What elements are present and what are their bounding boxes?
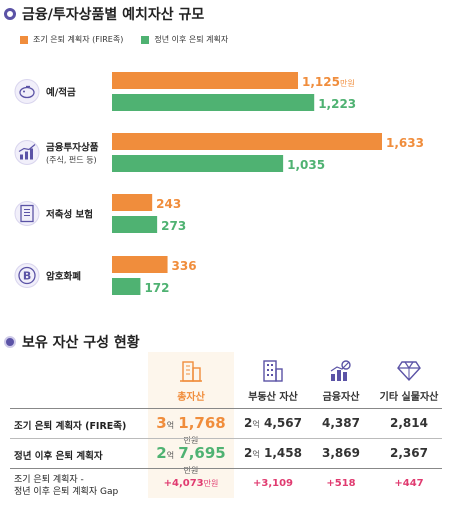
- realestate-eok: 2: [244, 416, 253, 430]
- total-unit: 만원: [183, 466, 199, 475]
- col-label-total: 총자산: [177, 392, 205, 403]
- total-rest: 1,768: [178, 414, 226, 432]
- diamond-icon: [397, 361, 421, 382]
- cell-total-fire: 3억 1,768 만원: [156, 414, 226, 446]
- section1-title: 금융/투자상품별 예치자산 규모: [22, 7, 205, 23]
- col-header-financial: 금융자산: [306, 358, 376, 403]
- bar-value-label: 1,035: [287, 158, 325, 172]
- cell-other-retire: 2,367: [390, 446, 428, 460]
- chart-legend: 조기 은퇴 계획자 (FIRE족) 정년 이후 은퇴 계획자: [20, 34, 228, 45]
- category-label: 금융투자상품: [46, 142, 99, 154]
- legend-label-retire: 정년 이후 은퇴 계획자: [154, 35, 229, 44]
- total-column-highlight: [148, 352, 234, 498]
- bar: [112, 216, 158, 233]
- total-eok: 3: [156, 414, 167, 432]
- gap-label-line2: 정년 이후 은퇴 계획자 Gap: [14, 487, 119, 497]
- section2-title: 보유 자산 구성 현황: [22, 335, 140, 351]
- cell-financial-retire: 3,869: [322, 446, 360, 460]
- money-chart-icon: [330, 360, 351, 381]
- col-header-realestate: 부동산 자산: [238, 358, 308, 403]
- table-row-retire: 정년 이후 은퇴 계획자 2억 7,695만원 2억 1,458 3,869 2…: [0, 442, 450, 475]
- bar-value-label: 1,223: [318, 97, 356, 111]
- gap-financial: +518: [326, 478, 356, 489]
- bar: [112, 94, 315, 111]
- section-title-deposits: 금융/투자상품별 예치자산 규모: [4, 4, 204, 24]
- piggy-bank-icon: [14, 79, 40, 104]
- gap-realestate: +3,109: [252, 478, 293, 489]
- apartment-icon: [263, 360, 283, 382]
- col-label-financial: 금융자산: [322, 392, 360, 403]
- bitcoin-icon: B: [14, 263, 40, 288]
- cell-realestate-retire: 2억 1,458: [238, 446, 308, 460]
- category-label: 암호화폐: [46, 271, 81, 283]
- insurance-document-icon: [14, 201, 40, 226]
- bar: [112, 256, 168, 273]
- cell-financial-fire: 4,387: [322, 416, 360, 430]
- col-header-other: 기타 실물자산: [374, 358, 444, 403]
- row-label-retire: 정년 이후 은퇴 계획자: [14, 451, 103, 462]
- col-header-total: 총자산: [156, 358, 226, 403]
- deposit-bar-chart: 예/적금 1,125만원 1,223 금융투자상품 (주식, 펀드 등) 1,633 1,0…: [14, 72, 424, 295]
- total-eok: 2: [156, 444, 167, 462]
- table-row-fire: 조기 은퇴 계획자 (FIRE족) 3억 1,768만원 2억 4,567 4,…: [0, 412, 450, 445]
- category-sublabel: (주식, 펀드 등): [46, 156, 97, 165]
- legend-swatch-green: [141, 35, 150, 44]
- table-header: 총자산 부동산 자산 금융자산: [0, 352, 450, 412]
- legend-item-retire: 정년 이후 은퇴 계획자: [141, 34, 228, 45]
- header-divider: [10, 408, 442, 409]
- row-label-fire: 조기 은퇴 계획자 (FIRE족): [14, 421, 127, 432]
- total-unit: 만원: [183, 436, 199, 445]
- cell-other-fire: 2,814: [390, 416, 428, 430]
- bar-value-label: 273: [161, 219, 186, 233]
- realestate-rest: 1,458: [263, 446, 302, 460]
- eok-unit: 억: [166, 421, 175, 430]
- eok-unit: 억: [166, 451, 175, 460]
- bar-value-label: 172: [144, 281, 169, 295]
- section-title-assets: 보유 자산 구성 현황: [4, 332, 140, 352]
- bar: [112, 278, 141, 295]
- bar: [112, 133, 382, 150]
- category-label: 저축성 보험: [46, 209, 93, 221]
- realestate-rest: 4,567: [263, 416, 302, 430]
- section-bullet-icon: [4, 8, 16, 20]
- col-label-realestate: 부동산 자산: [248, 392, 298, 403]
- col-label-other: 기타 실물자산: [379, 392, 439, 403]
- bar-value-label: 1,125만원: [302, 75, 355, 89]
- eok-unit: 억: [252, 420, 260, 429]
- bar: [112, 194, 153, 211]
- row-divider: [10, 438, 442, 439]
- growth-chart-icon: [14, 140, 40, 165]
- gap-other: +447: [394, 478, 424, 489]
- gap-total: +4,073만원: [156, 478, 226, 489]
- legend-item-fire: 조기 은퇴 계획자 (FIRE족): [20, 34, 123, 45]
- table-row-gap: 조기 은퇴 계획자 - 정년 이후 은퇴 계획자 Gap +4,073만원 +3…: [0, 470, 450, 500]
- eok-unit: 억: [252, 450, 260, 459]
- gap-total-value: +4,073: [163, 478, 204, 489]
- realestate-eok: 2: [244, 446, 253, 460]
- legend-swatch-orange: [20, 35, 28, 44]
- gap-label-line1: 조기 은퇴 계획자 -: [14, 475, 84, 485]
- total-rest: 7,695: [178, 444, 226, 462]
- bar: [112, 155, 284, 172]
- bar-value-label: 1,633: [386, 136, 424, 150]
- cell-total-retire: 2억 7,695 만원: [156, 444, 226, 476]
- building-icon: [180, 361, 202, 382]
- bar-value-label: 336: [172, 259, 197, 273]
- gap-total-unit: 만원: [203, 479, 219, 488]
- section-bullet-icon: [4, 336, 16, 348]
- category-label: 예/적금: [46, 87, 76, 99]
- svg-text:B: B: [23, 270, 31, 283]
- legend-label-fire: 조기 은퇴 계획자 (FIRE족): [33, 35, 124, 44]
- bar: [112, 72, 299, 89]
- gap-divider: [10, 468, 442, 469]
- cell-realestate-fire: 2억 4,567: [238, 416, 308, 430]
- bar-value-label: 243: [156, 197, 181, 211]
